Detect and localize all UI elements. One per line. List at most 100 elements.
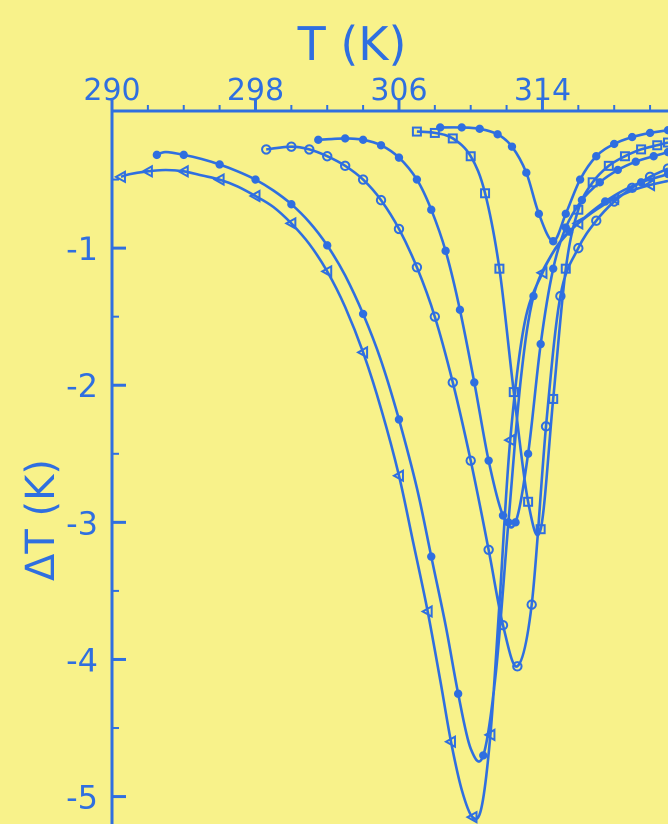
data-point	[493, 130, 502, 139]
data-point	[356, 345, 369, 360]
data-point	[411, 262, 423, 273]
data-point	[601, 197, 610, 206]
data-point	[636, 144, 647, 155]
data-point	[340, 134, 350, 143]
series-6	[436, 123, 668, 246]
data-point	[394, 415, 404, 424]
y-tick-label: -2	[66, 367, 98, 405]
data-point	[465, 810, 478, 824]
data-point	[453, 689, 463, 698]
data-point	[644, 171, 656, 183]
data-point	[508, 387, 519, 398]
series-line	[266, 145, 668, 668]
data-point	[484, 456, 493, 465]
data-point	[447, 377, 458, 388]
data-point	[284, 216, 297, 231]
data-point	[523, 496, 534, 507]
data-point	[391, 469, 404, 483]
data-point	[645, 128, 655, 138]
data-point	[571, 216, 584, 231]
data-point	[152, 150, 162, 160]
series-2	[152, 150, 668, 763]
data-point	[523, 449, 533, 458]
data-point	[663, 137, 668, 148]
data-point	[555, 290, 566, 302]
data-point	[494, 263, 505, 274]
data-point	[314, 135, 323, 144]
data-point	[447, 133, 458, 144]
data-series	[113, 123, 668, 824]
data-point	[587, 177, 598, 188]
data-point	[575, 175, 585, 184]
data-point	[375, 194, 387, 206]
data-point	[113, 170, 126, 184]
data-point	[626, 182, 638, 193]
data-point	[483, 728, 496, 742]
x-axis-title: T (K)	[297, 17, 407, 71]
data-point	[497, 619, 509, 631]
data-point	[591, 215, 602, 226]
data-point	[549, 237, 558, 246]
x-tick-label: 290	[83, 73, 140, 108]
y-axis-title: ΔT (K)	[18, 459, 64, 581]
data-point	[511, 518, 520, 527]
data-point	[470, 378, 479, 387]
data-point	[507, 142, 517, 151]
data-point	[358, 135, 368, 144]
data-point	[498, 511, 508, 520]
data-point	[479, 751, 488, 760]
data-point	[613, 165, 622, 175]
data-point	[339, 160, 351, 172]
data-point	[480, 188, 491, 199]
series-line	[156, 150, 668, 763]
data-point	[323, 241, 332, 250]
data-point	[251, 175, 260, 184]
y-tick-label: -5	[66, 779, 98, 817]
data-point	[465, 151, 476, 162]
data-point	[561, 209, 570, 219]
data-point	[561, 223, 570, 232]
data-point	[512, 661, 523, 672]
y-tick-label: -1	[66, 230, 98, 268]
data-point	[441, 246, 450, 256]
data-point	[357, 174, 369, 185]
data-point	[427, 205, 436, 214]
data-point	[475, 124, 484, 134]
data-point	[261, 144, 272, 155]
data-point	[536, 339, 545, 349]
data-point	[429, 311, 441, 322]
data-point	[358, 309, 368, 319]
data-point	[549, 264, 558, 273]
data-point	[592, 152, 601, 161]
data-point	[412, 175, 422, 184]
data-point	[652, 140, 663, 151]
y-tick-label: -4	[66, 641, 98, 679]
data-point	[394, 153, 404, 162]
y-tick-label: -3	[66, 504, 98, 542]
data-point	[643, 178, 656, 192]
data-point	[483, 544, 494, 555]
data-point	[535, 524, 546, 535]
data-point	[376, 141, 386, 150]
axis-ticks: 290 298 306 314 -1 -2 -3 -4 -5	[66, 73, 652, 817]
data-point	[427, 552, 436, 561]
data-point	[573, 242, 584, 254]
data-point	[603, 160, 614, 171]
data-point	[179, 150, 188, 160]
data-point	[627, 132, 637, 142]
data-point	[443, 735, 456, 749]
data-point	[457, 123, 466, 132]
series-4	[314, 134, 668, 529]
x-tick-label: 298	[227, 73, 284, 108]
data-point	[529, 291, 538, 301]
data-point	[560, 263, 571, 274]
data-point	[287, 200, 296, 209]
data-point	[322, 151, 333, 162]
x-tick-label: 306	[370, 73, 427, 108]
data-point	[176, 164, 189, 179]
data-point	[248, 189, 261, 203]
data-point	[140, 164, 153, 179]
data-point	[411, 126, 422, 137]
